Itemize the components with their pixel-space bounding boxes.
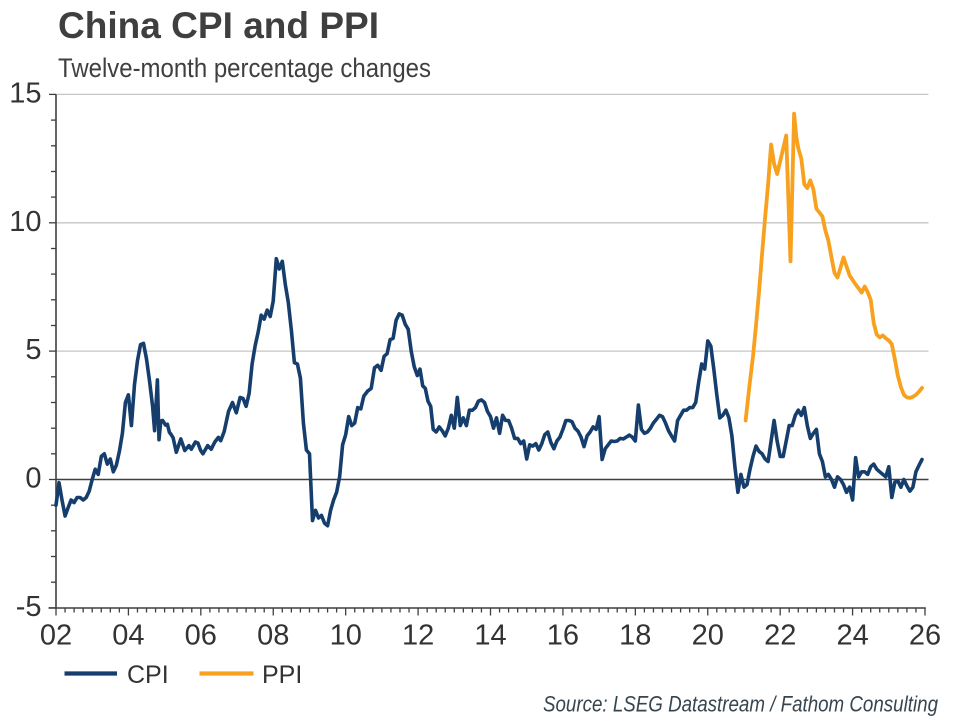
svg-text:10: 10 bbox=[9, 206, 41, 238]
svg-text:15: 15 bbox=[9, 77, 41, 109]
svg-text:5: 5 bbox=[25, 334, 41, 366]
svg-text:China CPI and PPI: China CPI and PPI bbox=[58, 5, 379, 46]
svg-text:26: 26 bbox=[909, 620, 941, 652]
svg-text:0: 0 bbox=[25, 463, 41, 495]
svg-text:18: 18 bbox=[619, 620, 651, 652]
svg-text:PPI: PPI bbox=[262, 661, 302, 689]
svg-text:14: 14 bbox=[474, 620, 506, 652]
svg-text:12: 12 bbox=[402, 620, 434, 652]
svg-text:04: 04 bbox=[112, 620, 144, 652]
svg-text:CPI: CPI bbox=[127, 661, 169, 689]
svg-text:24: 24 bbox=[836, 620, 868, 652]
svg-text:10: 10 bbox=[330, 620, 362, 652]
svg-text:-5: -5 bbox=[16, 591, 42, 623]
svg-text:08: 08 bbox=[257, 620, 289, 652]
svg-text:20: 20 bbox=[692, 620, 724, 652]
svg-text:02: 02 bbox=[40, 620, 72, 652]
svg-text:Source: LSEG Datastream / Fath: Source: LSEG Datastream / Fathom Consult… bbox=[543, 692, 939, 717]
svg-text:Twelve-month percentage change: Twelve-month percentage changes bbox=[58, 53, 431, 83]
svg-text:06: 06 bbox=[185, 620, 217, 652]
svg-text:16: 16 bbox=[547, 620, 579, 652]
svg-text:22: 22 bbox=[764, 620, 796, 652]
